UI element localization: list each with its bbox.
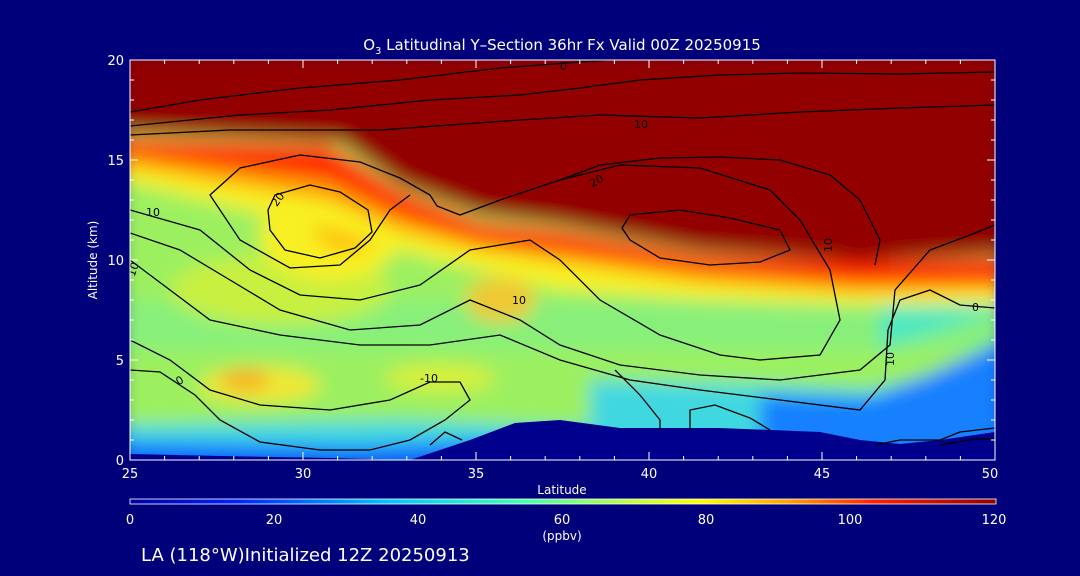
x-tick-label: 30 xyxy=(295,467,312,482)
contour-label: 0 xyxy=(972,301,979,314)
x-tick-label: 50 xyxy=(982,467,999,482)
x-axis-label: Latitude xyxy=(537,483,586,497)
ozone-field: 0 10 20 10 10 20 10 0 10 0 -10 10 xyxy=(125,60,995,460)
contour-label: 10 xyxy=(512,294,526,307)
contour-label: 10 xyxy=(125,261,142,279)
colorbar-tick-label: 40 xyxy=(410,513,427,528)
y-tick-labels: 0 5 10 15 20 xyxy=(107,54,124,469)
y-tick-label: 0 xyxy=(116,454,124,469)
colorbar-tick-label: 80 xyxy=(698,513,715,528)
colorbar-tick-labels: 0 20 40 60 80 100 120 xyxy=(126,513,1007,528)
contour-label: 10 xyxy=(822,238,835,252)
y-tick-label: 20 xyxy=(107,54,124,69)
y-tick-label: 10 xyxy=(107,254,124,269)
axis-ticks xyxy=(129,59,996,461)
colorbar-tick-label: 60 xyxy=(554,513,571,528)
colorbar-unit: (ppbv) xyxy=(542,529,581,543)
x-tick-label: 45 xyxy=(814,467,831,482)
x-tick-label: 35 xyxy=(468,467,485,482)
x-tick-label: 40 xyxy=(641,467,658,482)
contour-labels: 0 10 20 10 10 20 10 0 10 0 -10 10 xyxy=(125,60,979,388)
x-tick-label: 25 xyxy=(122,467,139,482)
contour-label: 10 xyxy=(884,352,897,366)
colorbar-tick-label: 20 xyxy=(266,513,283,528)
colorbar-tick-label: 120 xyxy=(982,513,1007,528)
contour-lines xyxy=(130,60,995,451)
contour-label: 10 xyxy=(634,118,648,131)
contour-label: 0 xyxy=(560,60,567,73)
chart-title: O3 Latitudinal Y–Section 36hr Fx Valid 0… xyxy=(363,36,761,57)
contour-label: -10 xyxy=(420,372,438,385)
x-tick-labels: 25 30 35 40 45 50 xyxy=(122,467,999,482)
y-axis-label: Altitude (km) xyxy=(86,221,100,300)
contour-label: 20 xyxy=(587,172,606,190)
colorbar-tick-label: 0 xyxy=(126,513,134,528)
y-tick-label: 5 xyxy=(116,354,124,369)
contour-label: 10 xyxy=(146,206,160,219)
y-tick-label: 15 xyxy=(107,154,124,169)
colorbar xyxy=(129,498,997,505)
footer-text: LA (118°W)Initialized 12Z 20250913 xyxy=(141,545,470,566)
colorbar-tick-label: 100 xyxy=(838,513,863,528)
